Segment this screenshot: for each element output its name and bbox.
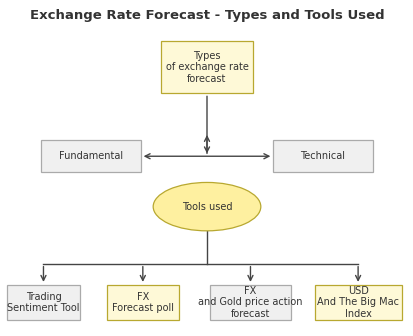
FancyBboxPatch shape — [106, 285, 178, 320]
Text: FX
Forecast poll: FX Forecast poll — [112, 292, 173, 313]
FancyBboxPatch shape — [273, 140, 372, 172]
FancyBboxPatch shape — [7, 285, 79, 320]
Text: Trading
Sentiment Tool: Trading Sentiment Tool — [7, 292, 80, 313]
FancyBboxPatch shape — [161, 41, 252, 93]
Text: Fundamental: Fundamental — [59, 151, 123, 161]
Ellipse shape — [153, 182, 260, 231]
Text: FX
and Gold price action
forecast: FX and Gold price action forecast — [198, 286, 302, 319]
FancyBboxPatch shape — [314, 285, 401, 320]
FancyBboxPatch shape — [41, 140, 140, 172]
Text: USD
And The Big Mac
Index: USD And The Big Mac Index — [316, 286, 398, 319]
FancyBboxPatch shape — [209, 285, 290, 320]
Text: Tools used: Tools used — [181, 202, 232, 212]
Text: Exchange Rate Forecast - Types and Tools Used: Exchange Rate Forecast - Types and Tools… — [30, 9, 383, 22]
Text: Types
of exchange rate
forecast: Types of exchange rate forecast — [165, 51, 248, 84]
Text: Technical: Technical — [300, 151, 344, 161]
